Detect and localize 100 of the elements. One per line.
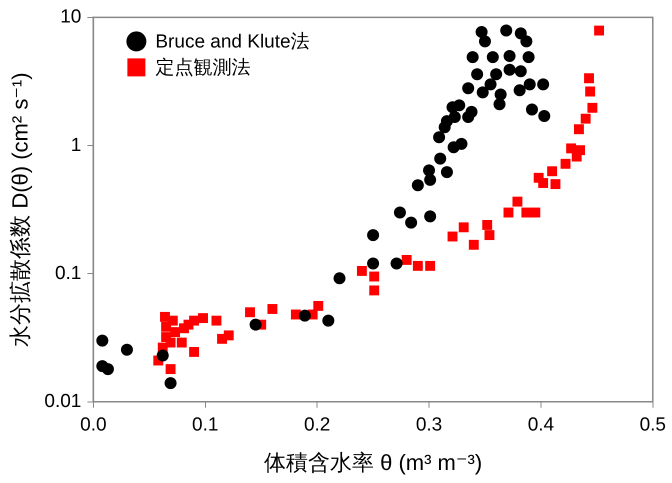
point [484,78,497,90]
point [490,68,502,80]
y-tick-label: 1 [70,134,82,156]
point [526,104,538,116]
point [356,266,367,276]
point [434,152,446,165]
legend-label: Bruce and Klute法 [155,32,310,53]
point [587,102,598,113]
point [594,26,604,36]
point [512,196,522,207]
point [367,229,380,242]
point [176,338,187,348]
point [538,178,548,188]
point [466,106,478,118]
point [514,65,527,78]
point [412,260,423,271]
point [168,316,178,326]
point [537,78,550,90]
x-tick-label: 0.5 [640,414,666,436]
legend-label: 定点観測法 [155,56,250,79]
point [547,166,558,176]
point [424,210,436,222]
point [334,272,346,284]
point [482,220,492,230]
point [250,318,262,331]
point [500,24,512,37]
point [494,88,507,101]
point [520,35,532,48]
point [476,26,488,38]
point [166,364,176,374]
point [478,35,491,48]
point [538,110,550,122]
point [313,300,324,311]
point [120,344,133,356]
x-tick-label: 0.0 [80,414,107,436]
point [504,208,514,218]
point [405,216,418,229]
point [446,101,459,114]
point [440,166,453,178]
point [494,98,506,110]
point [322,314,334,327]
x-axis-title: 体積含水率 θ (m³ m⁻³) [264,450,482,475]
point [96,334,108,347]
y-tick-label: 0.01 [44,391,82,412]
point [458,222,469,232]
point [522,51,535,64]
point [471,68,484,80]
point [584,73,594,84]
y-tick-label: 0.1 [54,262,82,284]
x-tick-label: 0.1 [192,414,218,436]
point [455,138,468,150]
point [550,179,560,190]
point [424,174,436,186]
point [462,82,474,94]
point [524,78,536,90]
point [170,327,180,338]
x-tick-label: 0.3 [416,414,442,436]
point [476,86,489,98]
point [468,240,479,250]
point [448,232,458,242]
point [369,285,380,296]
point [575,145,586,156]
point [189,346,200,357]
x-tick-label: 0.2 [304,414,330,436]
point [423,164,436,176]
point [212,316,222,326]
y-axis-title: 水分拡散係数 D(θ) (cm² s⁻¹) [7,72,32,347]
point [514,27,527,40]
point [394,206,406,219]
point [574,124,584,134]
point [156,349,169,362]
point [514,84,526,96]
point [189,316,200,326]
point [224,330,234,340]
point [504,64,516,76]
point [560,158,570,169]
point [367,258,380,270]
point [486,51,499,64]
x-tick-label: 0.4 [528,414,555,436]
point [580,114,591,124]
point [530,208,540,218]
point [267,304,278,314]
point [504,50,516,62]
point [102,363,114,376]
point [433,131,446,144]
point [412,179,424,192]
point [466,51,479,64]
point [198,313,208,324]
point [448,110,461,123]
point [402,254,412,265]
point [166,338,176,348]
point [585,86,596,96]
point [369,272,380,282]
point [484,230,494,240]
point [164,377,177,390]
point [245,307,255,318]
point [390,258,403,270]
point [425,260,436,271]
y-tick-label: 10 [60,6,82,28]
point [298,310,311,322]
